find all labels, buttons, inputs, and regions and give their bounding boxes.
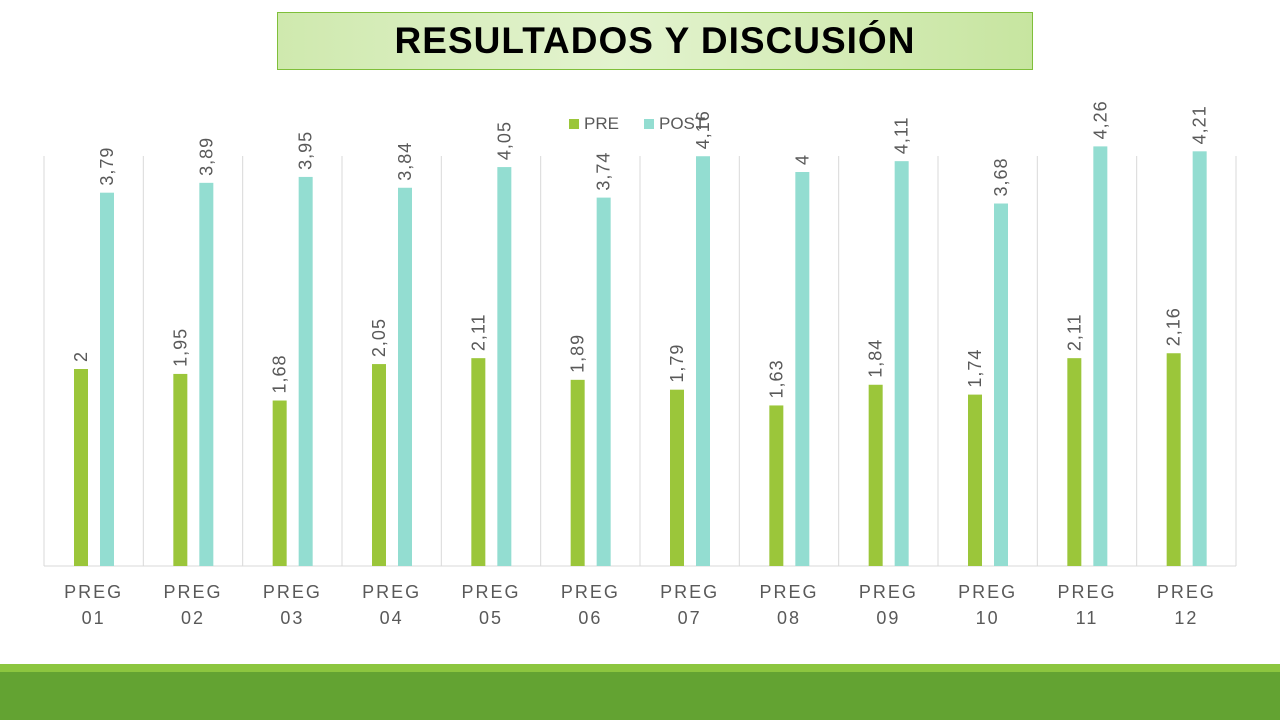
bar-post <box>795 172 810 566</box>
data-label-pre: 1,89 <box>568 334 588 373</box>
data-label-post: 3,84 <box>395 142 415 181</box>
category-label: PREG <box>362 582 421 602</box>
bar-post <box>1093 146 1108 566</box>
bar-pre <box>471 358 486 566</box>
data-label-pre: 1,74 <box>965 349 985 388</box>
category-label: 09 <box>876 608 900 628</box>
bar-pre <box>272 400 287 566</box>
category-label: PREG <box>759 582 818 602</box>
category-label: PREG <box>1057 582 1116 602</box>
category-label: 11 <box>1076 608 1099 628</box>
bar-chart: PRE POST 2 3,79 PREG 01 1,95 3,89 PREG 02 1,68 3,95… <box>43 100 1237 628</box>
bar-pre <box>74 369 88 566</box>
bar-pre <box>1166 353 1181 566</box>
category-label: PREG <box>561 582 620 602</box>
category-label: 04 <box>380 608 404 628</box>
data-label-pre: 1,79 <box>667 344 687 383</box>
bar-post <box>994 203 1008 566</box>
data-label-post: 3,95 <box>296 131 316 170</box>
slide-title: RESULTADOS Y DISCUSIÓN <box>394 20 916 61</box>
data-label-post: 3,68 <box>991 157 1011 196</box>
category-label: PREG <box>1157 582 1216 602</box>
category-label: 06 <box>578 608 602 628</box>
category-label: 01 <box>82 608 106 628</box>
category-label: 08 <box>777 608 801 628</box>
data-label-pre: 2,05 <box>369 318 389 357</box>
bar-pre <box>968 394 982 566</box>
data-label-post: 3,89 <box>196 137 216 176</box>
data-label-pre: 1,68 <box>270 354 290 393</box>
footer-bar <box>0 672 1280 720</box>
data-label-post: 4,26 <box>1090 100 1110 139</box>
category-label: 12 <box>1174 608 1198 628</box>
data-label-pre: 1,63 <box>766 359 786 398</box>
data-label-pre: 2 <box>71 351 91 362</box>
bar-pre <box>769 405 784 566</box>
data-label-post: 4 <box>792 154 812 165</box>
title-banner: RESULTADOS Y DISCUSIÓN <box>277 12 1033 70</box>
category-label: 02 <box>181 608 205 628</box>
category-label: PREG <box>660 582 719 602</box>
data-label-pre: 2,11 <box>1064 313 1084 351</box>
bar-post <box>298 176 313 567</box>
bar-pre <box>372 364 386 566</box>
category-label: 07 <box>678 608 702 628</box>
legend-label-pre: PRE <box>584 114 619 133</box>
legend-swatch-pre <box>569 119 579 129</box>
data-label-pre: 1,84 <box>866 339 886 378</box>
category-label: PREG <box>859 582 918 602</box>
data-label-post: 4,05 <box>494 121 514 160</box>
category-label: 05 <box>479 608 503 628</box>
category-label: 10 <box>976 608 1000 628</box>
legend-label-post: POST <box>659 114 705 133</box>
data-label-post: 4,16 <box>693 110 713 149</box>
category-label: PREG <box>163 582 222 602</box>
data-label-post: 4,21 <box>1190 105 1210 144</box>
data-label-post: 4,11 <box>892 116 912 154</box>
bar-post <box>596 197 611 567</box>
data-label-pre: 2,11 <box>468 313 488 351</box>
category-label: 03 <box>280 608 304 628</box>
category-label: PREG <box>461 582 520 602</box>
bar-pre <box>868 384 883 566</box>
data-label-pre: 2,16 <box>1164 307 1184 346</box>
data-label-pre: 1,95 <box>170 328 190 367</box>
bar-post <box>696 156 710 567</box>
bar-pre <box>1067 358 1082 566</box>
bar-post <box>497 167 512 566</box>
bar-post <box>894 161 909 566</box>
bar-pre <box>670 389 684 566</box>
bar-post <box>398 187 412 566</box>
bar-pre <box>570 379 585 566</box>
legend-swatch-post <box>644 119 654 129</box>
bar-pre <box>173 373 188 566</box>
data-label-post: 3,79 <box>97 147 117 186</box>
bar-post <box>1192 151 1207 566</box>
footer-accent-line <box>0 664 1280 672</box>
bar-post <box>100 192 114 566</box>
category-label: PREG <box>958 582 1017 602</box>
bar-post <box>199 182 214 566</box>
category-label: PREG <box>64 582 123 602</box>
category-label: PREG <box>263 582 322 602</box>
data-label-post: 3,74 <box>594 152 614 191</box>
